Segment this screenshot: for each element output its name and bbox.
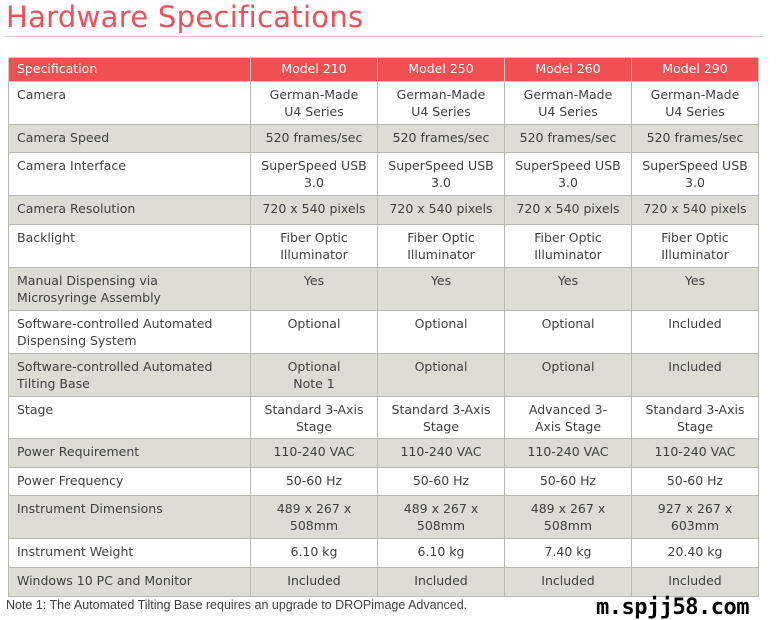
spec-value: Yes [631,267,759,311]
spec-value: 720 x 540 pixels [250,195,378,225]
spec-value: German-Made U4 Series [250,81,378,125]
spec-label: Software-controlled Automated Tilting Ba… [8,353,251,397]
table-row: Power Requirement 110-240 VAC 110-240 VAC 1… [8,438,759,468]
table-row: Instrument Weight 6.10 kg 6.10 kg 7.40 kg 20… [8,538,759,568]
spec-label: Camera Resolution [8,195,251,225]
spec-value: Standard 3-Axis Stage [631,396,759,439]
spec-value: 50-60 Hz [631,467,759,496]
spec-value: SuperSpeed USB 3.0 [504,152,632,196]
spec-value: 110-240 VAC [377,438,505,468]
spec-value: Optional [377,353,505,397]
table-row: Power Frequency 50-60 Hz 50-60 Hz 50-60 Hz 5… [8,467,759,496]
spec-value: 6.10 kg [377,538,505,568]
title-divider [5,36,763,37]
spec-label: Software-controlled Automated Dispensing… [8,310,251,354]
header-row: Specification Model 210 Model 250 Model … [8,57,759,82]
spec-value: 489 x 267 x 508mm [250,495,378,539]
spec-label: Backlight [8,224,251,268]
spec-value: Optional [250,310,378,354]
spec-value: 489 x 267 x 508mm [504,495,632,539]
table-row: Camera German-Made U4 Series German-Made U… [8,81,759,125]
spec-value: 520 frames/sec [250,124,378,153]
spec-value: 50-60 Hz [377,467,505,496]
spec-value: SuperSpeed USB 3.0 [377,152,505,196]
spec-value: Fiber Optic Illuminator [504,224,632,268]
spec-value: Standard 3-Axis Stage [377,396,505,439]
spec-value: Included [631,310,759,354]
spec-label: Instrument Weight [8,538,251,568]
spec-value: 6.10 kg [250,538,378,568]
table-row: Software-controlled Automated Tilting Ba… [8,353,759,397]
spec-value: German-Made U4 Series [504,81,632,125]
spec-value: German-Made U4 Series [631,81,759,125]
spec-label: Instrument Dimensions [8,495,251,539]
column-header: Model 250 [377,57,505,82]
spec-value: 520 frames/sec [377,124,505,153]
spec-value: 110-240 VAC [504,438,632,468]
table-row: Stage Standard 3-Axis Stage Standard 3-Axi… [8,396,759,439]
table-row: Camera Interface SuperSpeed USB 3.0 SuperS… [8,152,759,196]
table-row: Software-controlled Automated Dispensing… [8,310,759,354]
spec-value: 50-60 Hz [504,467,632,496]
watermark: m.spjj58.com [596,595,749,620]
table-row: Camera Resolution 720 x 540 pixels 720 x 5… [8,195,759,225]
spec-value: Fiber Optic Illuminator [631,224,759,268]
spec-value: Yes [377,267,505,311]
spec-value: Advanced 3- Axis Stage [504,396,632,439]
spec-value: Optional [504,353,632,397]
spec-value: 489 x 267 x 508mm [377,495,505,539]
spec-value: 720 x 540 pixels [631,195,759,225]
column-header: Model 260 [504,57,632,82]
table-row: Manual Dispensing via Microsyringe Assem… [8,267,759,311]
spec-value: 110-240 VAC [250,438,378,468]
table-row: Backlight Fiber Optic Illuminator Fiber Op… [8,224,759,268]
spec-label: Manual Dispensing via Microsyringe Assem… [8,267,251,311]
spec-value: Included [377,567,505,597]
spec-label: Camera [8,81,251,125]
spec-label: Power Frequency [8,467,251,496]
column-header: Model 290 [631,57,759,82]
spec-value: Standard 3-Axis Stage [250,396,378,439]
spec-value: Yes [504,267,632,311]
spec-value: Yes [250,267,378,311]
footnote: Note 1: The Automated Tilting Base requi… [6,598,468,612]
column-header: Specification [8,57,251,82]
spec-value: 720 x 540 pixels [377,195,505,225]
spec-value: Included [504,567,632,597]
spec-value: 720 x 540 pixels [504,195,632,225]
spec-value: Included [631,567,759,597]
spec-label: Camera Speed [8,124,251,153]
spec-value: SuperSpeed USB 3.0 [631,152,759,196]
spec-label: Windows 10 PC and Monitor [8,567,251,597]
spec-label: Camera Interface [8,152,251,196]
specifications-table: Specification Model 210 Model 250 Model … [8,57,759,597]
spec-value: 520 frames/sec [631,124,759,153]
spec-value: Fiber Optic Illuminator [250,224,378,268]
spec-value: 20.40 kg [631,538,759,568]
spec-value: Included [631,353,759,397]
table-row: Windows 10 PC and Monitor Included Include… [8,567,759,597]
spec-value: 520 frames/sec [504,124,632,153]
spec-label: Stage [8,396,251,439]
table-row: Camera Speed 520 frames/sec 520 frames/sec… [8,124,759,153]
spec-value: 50-60 Hz [250,467,378,496]
spec-value: Included [250,567,378,597]
spec-value: Optional [377,310,505,354]
spec-value: 927 x 267 x 603mm [631,495,759,539]
page-title: Hardware Specifications [6,0,364,34]
spec-value: 110-240 VAC [631,438,759,468]
spec-value: SuperSpeed USB 3.0 [250,152,378,196]
spec-value: 7.40 kg [504,538,632,568]
column-header: Model 210 [250,57,378,82]
table-row: Instrument Dimensions 489 x 267 x 508mm 48… [8,495,759,539]
spec-label: Power Requirement [8,438,251,468]
spec-value: Fiber Optic Illuminator [377,224,505,268]
spec-value: German-Made U4 Series [377,81,505,125]
spec-value: Optional [504,310,632,354]
spec-value: Optional Note 1 [250,353,378,397]
